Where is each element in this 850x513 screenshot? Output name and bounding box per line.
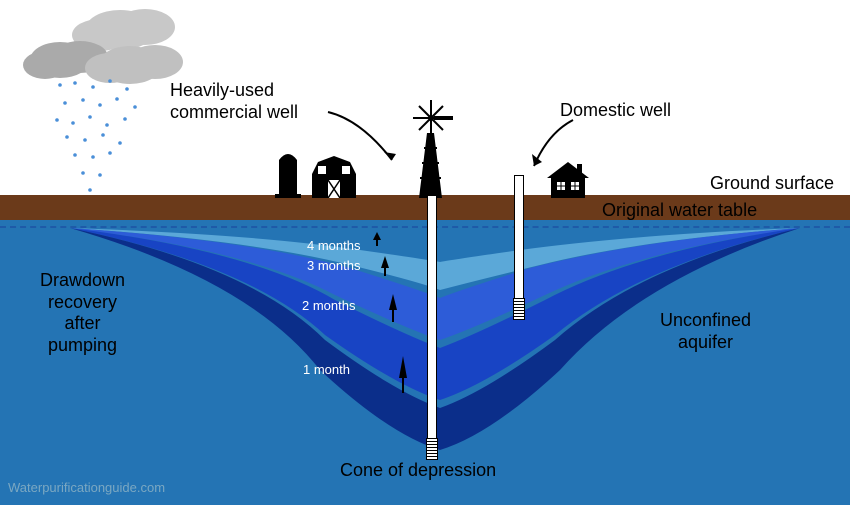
arrow-domestic [528, 118, 578, 173]
watermark: Waterpurificationguide.com [8, 480, 165, 495]
recovery-arrows [365, 228, 425, 428]
commercial-well-screen [426, 438, 438, 460]
silo-icon [275, 150, 301, 198]
time-3months: 3 months [307, 258, 360, 273]
domestic-well-pipe [514, 175, 524, 300]
time-1month: 1 month [303, 362, 350, 377]
label-ground-surface: Ground surface [710, 173, 834, 195]
label-drawdown: Drawdown recovery after pumping [40, 270, 125, 356]
aquifer-diagram: Heavily-used commercial well Domestic we… [0, 0, 850, 513]
time-2months: 2 months [302, 298, 355, 313]
arrow-commercial [326, 110, 400, 170]
label-water-table: Original water table [602, 200, 757, 222]
label-commercial-well: Heavily-used commercial well [170, 80, 298, 123]
commercial-well-pipe [427, 195, 437, 440]
domestic-well-screen [513, 298, 525, 320]
label-aquifer: Unconfined aquifer [660, 310, 751, 353]
rain-icon [45, 75, 155, 205]
windmill-icon [404, 98, 464, 198]
time-4months: 4 months [307, 238, 360, 253]
water-table-line [0, 226, 850, 228]
label-cone: Cone of depression [340, 460, 496, 482]
